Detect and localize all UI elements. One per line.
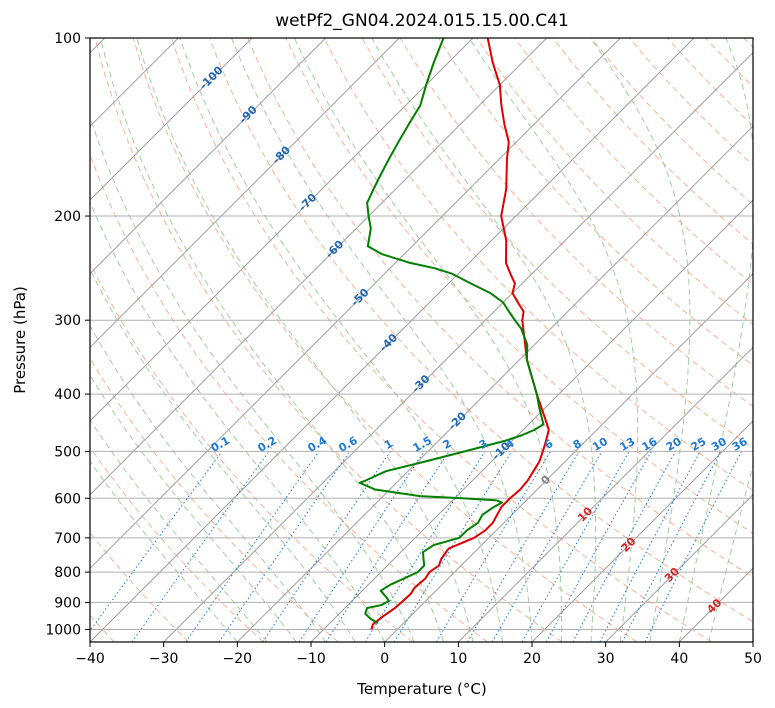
mixing-ratio-line [262, 451, 391, 642]
mixing-ratio-line [621, 451, 722, 642]
isotherm-line [236, 125, 753, 642]
isotherm-line [90, 38, 474, 422]
plot-frame [89, 37, 754, 643]
y-tick-label: 800 [54, 565, 81, 581]
plot-area [90, 38, 753, 642]
y-tick-label: 700 [54, 531, 81, 547]
isotherm-line [90, 38, 548, 496]
dry-adiabat-line [94, 38, 563, 642]
mixing-ratio-line [644, 451, 742, 642]
x-axis: −40 −30 −20 −10 0 10 20 30 40 50 [75, 642, 762, 667]
moist-adiabat-line [708, 463, 753, 642]
y-tick-label: 200 [54, 209, 81, 225]
y-tick-label: 1000 [45, 622, 81, 638]
isotherm-line [457, 346, 753, 642]
x-tick-label: 40 [670, 651, 688, 667]
dry-adiabat-line [209, 38, 753, 623]
isotherm-line [90, 38, 621, 570]
sounding-profiles [358, 38, 550, 630]
moist-adiabat-line [90, 115, 415, 642]
moist-adiabat-line [90, 200, 386, 642]
mixing-ratio-line [298, 451, 425, 642]
dry-adiabat-line [90, 261, 414, 642]
isotherm-line [605, 493, 753, 642]
x-axis-label: Temperature (°C) [356, 680, 486, 698]
y-axis: 100 200 300 400 500 600 700 800 900 1000 [45, 31, 90, 638]
isotherm-line [90, 38, 253, 201]
x-tick-label: −20 [223, 651, 253, 667]
x-tick-label: 0 [380, 651, 389, 667]
dry-adiabat-line [476, 38, 753, 326]
y-tick-label: 100 [54, 31, 81, 47]
isotherm-line [384, 272, 753, 642]
background-lines [90, 38, 753, 642]
moist-adiabat-line [99, 38, 445, 642]
mixing-ratio-lines [90, 451, 742, 642]
y-tick-label: 500 [54, 444, 81, 460]
moist-adiabat-line [678, 38, 753, 642]
mixing-ratio-line [325, 451, 450, 642]
moist-adiabat-line [590, 38, 691, 642]
mixing-ratio-line [521, 451, 630, 642]
isotherm-line [90, 38, 327, 275]
x-tick-label: 30 [597, 651, 615, 667]
moist-adiabat-line [136, 38, 474, 642]
isotherm-line [163, 51, 753, 642]
moist-adiabat-line [293, 38, 563, 642]
moist-adiabat-line [468, 38, 639, 642]
moist-adiabat-line [179, 38, 503, 642]
isotherm-line [90, 38, 695, 642]
moist-adiabat-line [90, 324, 327, 642]
chart-title: wetPf2_GN04.2024.015.15.00.C41 [275, 11, 569, 31]
isotherm-line [90, 38, 400, 349]
dry-adiabat-line [285, 38, 753, 535]
x-tick-label: 20 [523, 651, 541, 667]
mixing-ratio-line [131, 451, 270, 642]
moist-adiabat-line [90, 419, 268, 642]
isobar-grid [90, 38, 753, 630]
moist-adiabat-line [90, 268, 356, 642]
temperature-profile-line [370, 38, 550, 630]
dry-adiabat-line [514, 38, 753, 285]
moist-adiabat-line [231, 38, 533, 642]
mixing-ratio-line [90, 451, 223, 632]
x-tick-label: 50 [744, 651, 762, 667]
y-axis-label: Pressure (hPa) [11, 286, 29, 394]
moist-adiabat-line [90, 374, 297, 642]
x-tick-label: −30 [149, 651, 179, 667]
y-tick-label: 600 [54, 491, 81, 507]
dewpoint-profile-line [358, 38, 545, 624]
y-tick-label: 900 [54, 595, 81, 611]
dry-adiabat-line [247, 38, 753, 578]
dry-adiabat-line [90, 357, 339, 642]
x-tick-label: −10 [296, 651, 326, 667]
x-tick-label: 10 [449, 651, 467, 667]
isotherm-line [310, 199, 753, 642]
isotherm-line [752, 641, 753, 642]
y-tick-label: 300 [54, 313, 81, 329]
dry-adiabat-line [170, 38, 712, 642]
dry-adiabat-line [132, 38, 638, 642]
moist-adiabat-line [371, 38, 597, 642]
moist-adiabat-line [90, 460, 238, 642]
mixing-ratio-line [185, 451, 320, 642]
mixing-ratio-line [218, 451, 351, 642]
isotherm-line [531, 420, 753, 642]
mixing-ratio-line [545, 451, 652, 642]
x-tick-label: −40 [75, 651, 105, 667]
dry-adiabat-line [323, 38, 753, 492]
y-tick-label: 400 [54, 387, 81, 403]
mixing-ratio-line [572, 451, 676, 642]
mixing-ratio-line [393, 451, 513, 642]
dry-adiabat-line [90, 446, 264, 642]
